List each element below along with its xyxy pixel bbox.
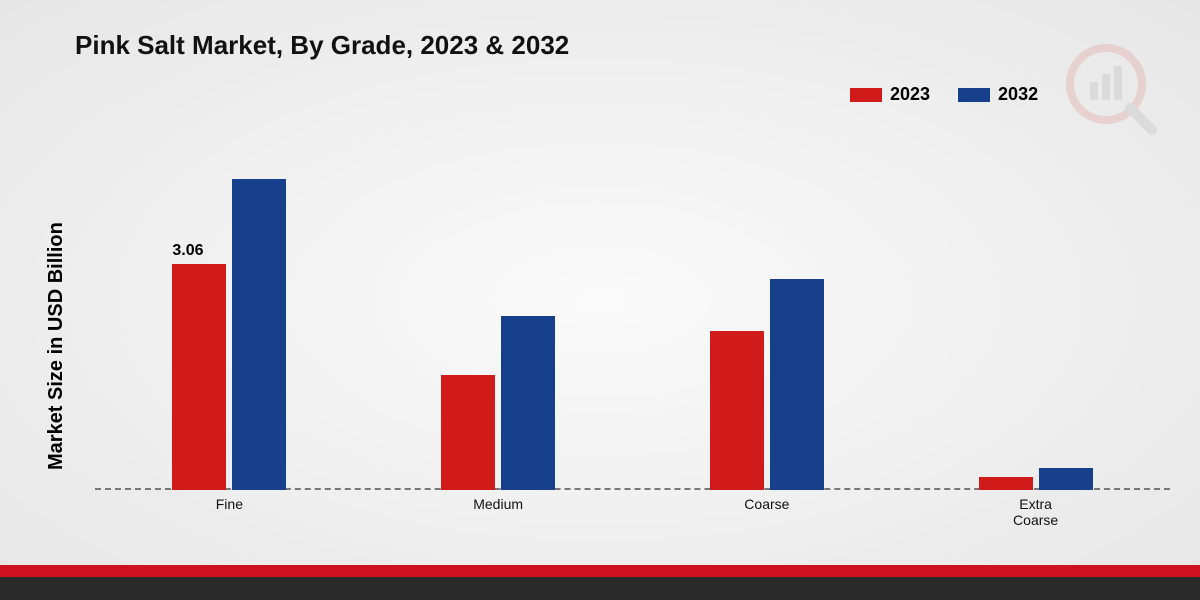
- bar: [232, 179, 286, 490]
- footer-red-bar: [0, 565, 1200, 577]
- bar-group: [946, 468, 1126, 490]
- bar: [979, 477, 1033, 490]
- legend-swatch-2023: [850, 88, 882, 102]
- footer-dark-bar: [0, 577, 1200, 600]
- legend-swatch-2032: [958, 88, 990, 102]
- x-axis-label: Medium: [364, 496, 633, 512]
- chart-canvas: Pink Salt Market, By Grade, 2023 & 2032 …: [0, 0, 1200, 600]
- y-axis-label: Market Size in USD Billion: [45, 222, 68, 470]
- bar: [770, 279, 824, 490]
- plot-area: [95, 120, 1170, 490]
- bar: [441, 375, 495, 490]
- bar: [501, 316, 555, 490]
- bar-group: [677, 279, 857, 490]
- value-label: 3.06: [172, 242, 203, 260]
- bar-group: [408, 316, 588, 490]
- legend-label-2023: 2023: [890, 84, 930, 105]
- bar: [172, 264, 226, 490]
- legend-label-2032: 2032: [998, 84, 1038, 105]
- legend-item-2023: 2023: [850, 84, 930, 105]
- chart-title: Pink Salt Market, By Grade, 2023 & 2032: [75, 30, 569, 61]
- legend: 2023 2032: [850, 84, 1038, 105]
- bar: [710, 331, 764, 490]
- bar: [1039, 468, 1093, 490]
- legend-item-2032: 2032: [958, 84, 1038, 105]
- bar-group: [139, 179, 319, 490]
- x-axis-label: Extra Coarse: [901, 496, 1170, 528]
- x-axis-label: Coarse: [633, 496, 902, 512]
- x-axis-label: Fine: [95, 496, 364, 512]
